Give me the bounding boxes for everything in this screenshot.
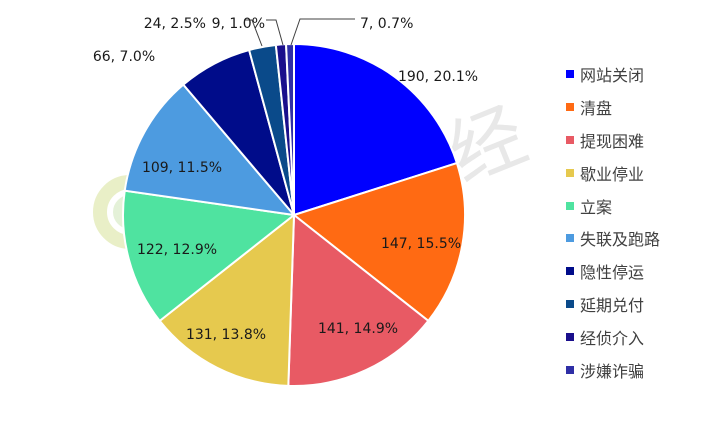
legend-label: 清盘 [580, 99, 613, 119]
legend-swatch [566, 332, 574, 341]
legend-label: 提现困难 [580, 131, 645, 151]
leader-line [244, 19, 263, 47]
legend-swatch [566, 70, 574, 79]
data-label: 147, 15.5% [381, 236, 461, 252]
legend-item: 提现困难 [566, 124, 660, 157]
pie-slice [122, 189, 297, 323]
data-label: 9, 1.0% [212, 16, 265, 32]
pie-slice [285, 42, 295, 216]
data-label: 7, 0.7% [360, 16, 413, 32]
legend-item: 经侦介入 [566, 320, 660, 353]
legend-swatch [566, 365, 574, 374]
legend-swatch [566, 201, 574, 210]
legend-label: 立案 [580, 197, 613, 217]
legend-label: 失联及跑路 [580, 230, 661, 250]
legend-label: 经侦介入 [580, 328, 645, 348]
legend-item: 隐性停运 [566, 255, 660, 288]
legend-label: 隐性停运 [580, 263, 645, 283]
legend-item: 立案 [566, 189, 660, 222]
legend-label: 延期兑付 [580, 295, 645, 315]
data-label: 66, 7.0% [93, 49, 155, 65]
legend-swatch [566, 299, 574, 308]
data-label: 109, 11.5% [142, 160, 222, 176]
pie-slice [287, 212, 430, 387]
leader-line [266, 19, 284, 46]
legend-item: 清盘 [566, 91, 660, 124]
legend-swatch [566, 135, 574, 144]
leader-lines [244, 18, 355, 47]
legend-swatch [566, 267, 574, 276]
data-label: 141, 14.9% [318, 321, 398, 337]
data-label: 190, 20.1% [398, 69, 478, 85]
pie-slice [291, 161, 466, 323]
legend-item: 歇业停业 [566, 156, 660, 189]
pie-slice [293, 42, 459, 217]
legend-swatch [566, 234, 574, 243]
legend-item: 失联及跑路 [566, 222, 660, 255]
pie-slice [158, 212, 296, 387]
legend: 网站关闭清盘提现困难歇业停业立案失联及跑路隐性停运延期兑付经侦介入涉嫌诈骗 [566, 58, 660, 386]
pie-slices [122, 42, 466, 387]
data-label: 24, 2.5% [144, 16, 206, 32]
legend-item: 延期兑付 [566, 288, 660, 321]
legend-item: 涉嫌诈骗 [566, 353, 660, 386]
leader-line [290, 18, 355, 46]
data-label: 131, 13.8% [186, 327, 266, 343]
legend-label: 歇业停业 [580, 164, 645, 184]
legend-swatch [566, 103, 574, 112]
data-labels: 190, 20.1% 147, 15.5% 141, 14.9% 131, 13.8%… [93, 16, 478, 343]
pie-slice [123, 83, 297, 217]
legend-label: 网站关闭 [580, 66, 645, 86]
legend-label: 涉嫌诈骗 [580, 361, 645, 381]
legend-swatch [566, 168, 574, 177]
data-label: 122, 12.9% [137, 242, 217, 258]
legend-item: 网站关闭 [566, 58, 660, 91]
